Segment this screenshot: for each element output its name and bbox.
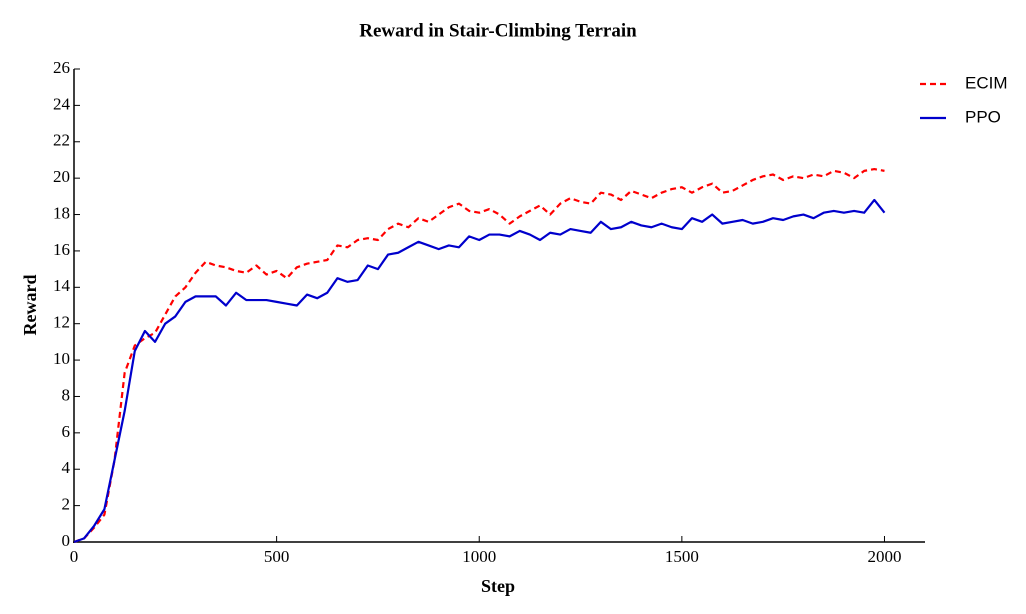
x-tick-label: 2000 <box>867 547 901 566</box>
y-tick-label: 22 <box>53 131 70 150</box>
legend-label: ECIM <box>965 73 1008 92</box>
y-tick-label: 0 <box>62 531 71 550</box>
legend-label: PPO <box>965 107 1001 126</box>
y-tick-label: 16 <box>53 240 70 259</box>
x-axis-label: Step <box>481 576 515 596</box>
x-tick-label: 1500 <box>665 547 699 566</box>
y-tick-label: 18 <box>53 203 70 222</box>
y-tick-label: 4 <box>62 458 71 477</box>
series-line <box>73 167 885 544</box>
y-tick-label: 12 <box>53 313 70 332</box>
y-tick-label: 2 <box>62 495 71 514</box>
y-tick-label: 14 <box>53 276 71 295</box>
y-tick-label: 6 <box>62 422 71 441</box>
y-tick-label: 8 <box>62 385 71 404</box>
y-tick-label: 24 <box>53 94 71 113</box>
chart-title: Reward in Stair-Climbing Terrain <box>359 20 637 41</box>
x-tick-label: 1000 <box>462 547 496 566</box>
x-tick-label: 500 <box>264 547 290 566</box>
x-tick-label: 0 <box>70 547 79 566</box>
series-line <box>73 198 886 544</box>
y-tick-label: 26 <box>53 58 70 77</box>
y-tick-label: 20 <box>53 167 70 186</box>
y-tick-label: 10 <box>53 349 70 368</box>
y-axis-label: Reward <box>20 275 40 336</box>
